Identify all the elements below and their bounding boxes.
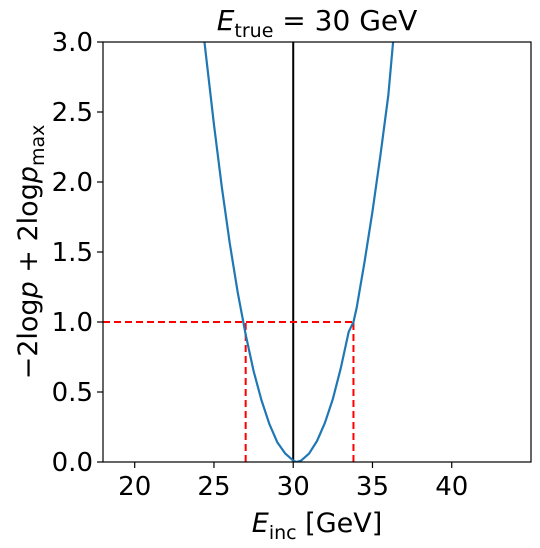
plot-area bbox=[103, 42, 395, 462]
y-tick-label: 2.5 bbox=[52, 98, 93, 128]
y-axis-title: −2logp + 2logpmax bbox=[13, 125, 49, 380]
x-axis-title: Einc [GeV] bbox=[252, 508, 383, 544]
x-tick-label: 20 bbox=[118, 472, 151, 502]
series-curve-0 bbox=[203, 42, 395, 462]
x-tick-label: 30 bbox=[277, 472, 310, 502]
x-tick-label: 35 bbox=[356, 472, 389, 502]
y-tick-label: 3.0 bbox=[52, 28, 93, 58]
y-tick-label: 1.5 bbox=[52, 238, 93, 268]
y-tick-label: 0.0 bbox=[52, 448, 93, 478]
y-tick-label: 1.0 bbox=[52, 308, 93, 338]
y-tick-label: 2.0 bbox=[52, 168, 93, 198]
chart-title: Etrue = 30 GeV bbox=[217, 4, 418, 42]
x-tick-label: 40 bbox=[435, 472, 468, 502]
y-axis: 0.0 0.5 1.0 1.5 2.0 2.5 3.0 bbox=[52, 28, 103, 478]
y-tick-label: 0.5 bbox=[52, 378, 93, 408]
x-tick-label: 25 bbox=[197, 472, 230, 502]
x-axis: 20 25 30 35 40 bbox=[118, 462, 468, 502]
axes-frame bbox=[102, 41, 532, 463]
